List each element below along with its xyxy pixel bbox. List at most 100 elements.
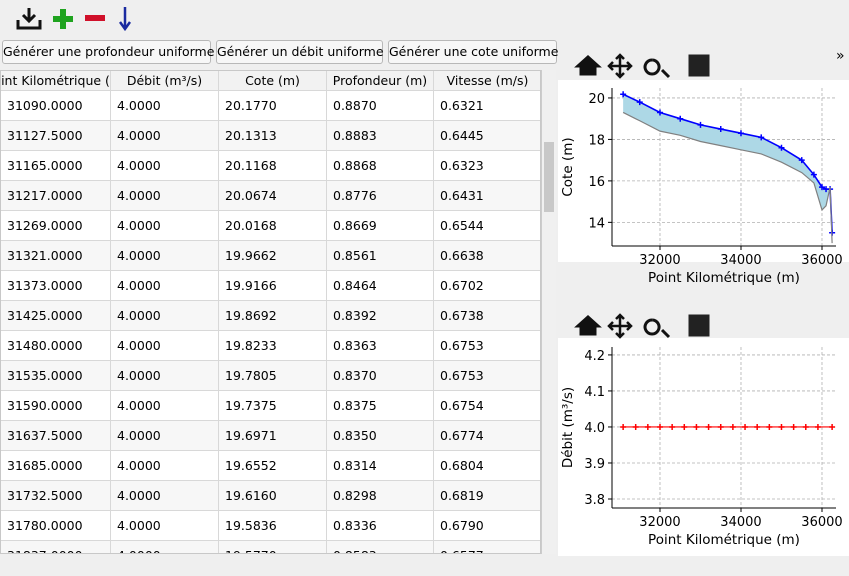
table-cell[interactable]: 4.0000: [111, 91, 219, 121]
table-cell[interactable]: 0.6544: [434, 211, 540, 241]
table-cell[interactable]: 4.0000: [111, 481, 219, 511]
column-header[interactable]: Vitesse (m/s): [434, 71, 540, 91]
add-icon[interactable]: [53, 9, 73, 29]
sort-icon[interactable]: [118, 7, 132, 32]
table-cell[interactable]: 4.0000: [111, 421, 219, 451]
table-cell[interactable]: 19.5770: [219, 541, 327, 553]
table-cell[interactable]: 0.6323: [434, 151, 540, 181]
table-cell[interactable]: 31637.5000: [1, 421, 111, 451]
table-cell[interactable]: 4.0000: [111, 241, 219, 271]
table-cell[interactable]: 31269.0000: [1, 211, 111, 241]
table-cell[interactable]: 31685.0000: [1, 451, 111, 481]
table-cell[interactable]: 4.0000: [111, 211, 219, 241]
table-cell[interactable]: 31217.0000: [1, 181, 111, 211]
button[interactable]: Générer une profondeur uniforme: [2, 40, 214, 64]
home-tool[interactable]: [574, 54, 602, 76]
table-cell[interactable]: 0.8336: [327, 511, 434, 541]
table-cell[interactable]: 0.6754: [434, 391, 540, 421]
column-header[interactable]: Profondeur (m): [327, 71, 434, 91]
table-cell[interactable]: 0.6431: [434, 181, 540, 211]
table-cell[interactable]: 0.8350: [327, 421, 434, 451]
table-cell[interactable]: 31165.0000: [1, 151, 111, 181]
table-cell[interactable]: 0.8298: [327, 481, 434, 511]
remove-icon[interactable]: [85, 15, 105, 21]
export-icon[interactable]: [16, 8, 42, 30]
table-cell[interactable]: 19.8233: [219, 331, 327, 361]
table-cell[interactable]: 0.8669: [327, 211, 434, 241]
table-cell[interactable]: 0.8464: [327, 271, 434, 301]
table-cell[interactable]: 0.6321: [434, 91, 540, 121]
table-cell[interactable]: 19.6552: [219, 451, 327, 481]
table-cell[interactable]: 0.8392: [327, 301, 434, 331]
table-cell[interactable]: 31535.0000: [1, 361, 111, 391]
table-cell[interactable]: 31425.0000: [1, 301, 111, 331]
table-cell[interactable]: 0.6753: [434, 331, 540, 361]
table-cell[interactable]: 4.0000: [111, 541, 219, 553]
table-cell[interactable]: 19.7805: [219, 361, 327, 391]
table-cell[interactable]: 0.8314: [327, 451, 434, 481]
table-cell[interactable]: 0.8776: [327, 181, 434, 211]
scroll-handle[interactable]: [544, 142, 554, 212]
table-cell[interactable]: 31480.0000: [1, 331, 111, 361]
button[interactable]: Générer un débit uniforme: [216, 40, 384, 64]
table-cell[interactable]: 0.8868: [327, 151, 434, 181]
table-cell[interactable]: 4.0000: [111, 271, 219, 301]
table-cell[interactable]: 31321.0000: [1, 241, 111, 271]
table-cell[interactable]: 0.8870: [327, 91, 434, 121]
column-header[interactable]: Débit (m³/s): [111, 71, 219, 91]
table-cell[interactable]: 19.9662: [219, 241, 327, 271]
table-cell[interactable]: 0.6790: [434, 511, 540, 541]
column-header[interactable]: Cote (m): [219, 71, 327, 91]
table-cell[interactable]: 0.6753: [434, 361, 540, 391]
table-cell[interactable]: 20.0674: [219, 181, 327, 211]
scrollbar[interactable]: [541, 70, 556, 554]
table-cell[interactable]: 4.0000: [111, 361, 219, 391]
table-cell[interactable]: 0.6738: [434, 301, 540, 331]
table-cell[interactable]: 0.6819: [434, 481, 540, 511]
table-cell[interactable]: 20.1168: [219, 151, 327, 181]
table-cell[interactable]: 0.6804: [434, 451, 540, 481]
table-cell[interactable]: 20.0168: [219, 211, 327, 241]
table-cell[interactable]: 19.8692: [219, 301, 327, 331]
table-cell[interactable]: 0.6638: [434, 241, 540, 271]
table-cell[interactable]: 4.0000: [111, 391, 219, 421]
table-cell[interactable]: 20.1770: [219, 91, 327, 121]
zoom-tool[interactable]: [643, 318, 671, 339]
table-cell[interactable]: 31590.0000: [1, 391, 111, 421]
home-tool[interactable]: [574, 314, 602, 336]
table-cell[interactable]: 19.6971: [219, 421, 327, 451]
table-cell[interactable]: 0.6577: [434, 541, 540, 553]
table-cell[interactable]: 0.6445: [434, 121, 540, 151]
table-cell[interactable]: 31127.5000: [1, 121, 111, 151]
table-cell[interactable]: 0.8375: [327, 391, 434, 421]
table-cell[interactable]: 31732.5000: [1, 481, 111, 511]
table-cell[interactable]: 0.8883: [327, 121, 434, 151]
pan-tool[interactable]: [607, 53, 633, 79]
table-cell[interactable]: 4.0000: [111, 151, 219, 181]
table-cell[interactable]: 19.9166: [219, 271, 327, 301]
pan-tool[interactable]: [607, 313, 633, 339]
table-cell[interactable]: 4.0000: [111, 451, 219, 481]
table-cell[interactable]: 0.6774: [434, 421, 540, 451]
table-cell[interactable]: 31373.0000: [1, 271, 111, 301]
table-cell[interactable]: 19.7375: [219, 391, 327, 421]
save-tool[interactable]: [688, 314, 710, 337]
save-tool[interactable]: [688, 54, 710, 77]
table-cell[interactable]: 31780.0000: [1, 511, 111, 541]
zoom-tool[interactable]: [643, 58, 671, 79]
data-table[interactable]: int Kilométrique (Débit (m³/s) Cote (m) Pr…: [0, 70, 541, 554]
table-cell[interactable]: 20.1313: [219, 121, 327, 151]
table-cell[interactable]: 19.6160: [219, 481, 327, 511]
table-cell[interactable]: 0.8363: [327, 331, 434, 361]
table-cell[interactable]: 4.0000: [111, 511, 219, 541]
table-cell[interactable]: 0.8583: [327, 541, 434, 553]
table-cell[interactable]: 19.5836: [219, 511, 327, 541]
table-cell[interactable]: 4.0000: [111, 331, 219, 361]
table-cell[interactable]: 0.8370: [327, 361, 434, 391]
button[interactable]: Générer une cote uniforme: [388, 40, 558, 64]
table-cell[interactable]: 31090.0000: [1, 91, 111, 121]
column-header[interactable]: int Kilométrique (: [1, 71, 111, 91]
table-cell[interactable]: 4.0000: [111, 181, 219, 211]
table-cell[interactable]: 0.8561: [327, 241, 434, 271]
table-cell[interactable]: 0.6702: [434, 271, 540, 301]
